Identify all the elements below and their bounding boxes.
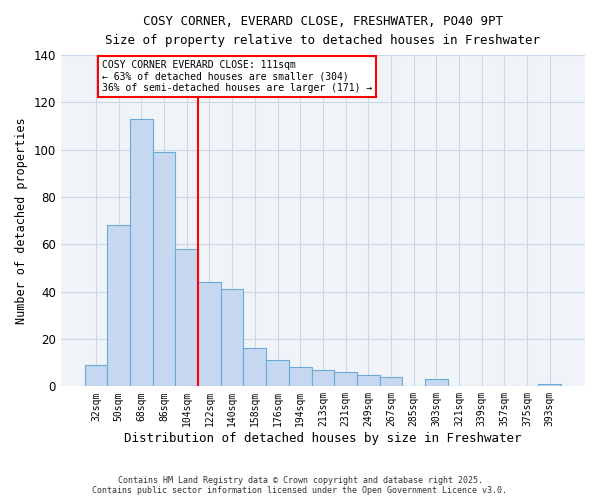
Y-axis label: Number of detached properties: Number of detached properties (15, 118, 28, 324)
Bar (380, 377, 403, 386)
Bar (357, 374, 380, 386)
Bar (289, 368, 311, 386)
Bar (311, 370, 334, 386)
Bar (130, 119, 152, 386)
Bar (198, 282, 221, 387)
Bar (107, 226, 130, 386)
Bar (266, 360, 289, 386)
Bar (334, 372, 357, 386)
Bar (244, 348, 266, 387)
Bar (221, 290, 244, 386)
Bar (175, 249, 198, 386)
Bar (152, 152, 175, 386)
Bar (538, 384, 561, 386)
X-axis label: Distribution of detached houses by size in Freshwater: Distribution of detached houses by size … (124, 432, 521, 445)
Title: COSY CORNER, EVERARD CLOSE, FRESHWATER, PO40 9PT
Size of property relative to de: COSY CORNER, EVERARD CLOSE, FRESHWATER, … (106, 15, 541, 47)
Text: Contains HM Land Registry data © Crown copyright and database right 2025.
Contai: Contains HM Land Registry data © Crown c… (92, 476, 508, 495)
Bar (85, 365, 107, 386)
Text: COSY CORNER EVERARD CLOSE: 111sqm
← 63% of detached houses are smaller (304)
36%: COSY CORNER EVERARD CLOSE: 111sqm ← 63% … (101, 60, 372, 93)
Bar (425, 379, 448, 386)
